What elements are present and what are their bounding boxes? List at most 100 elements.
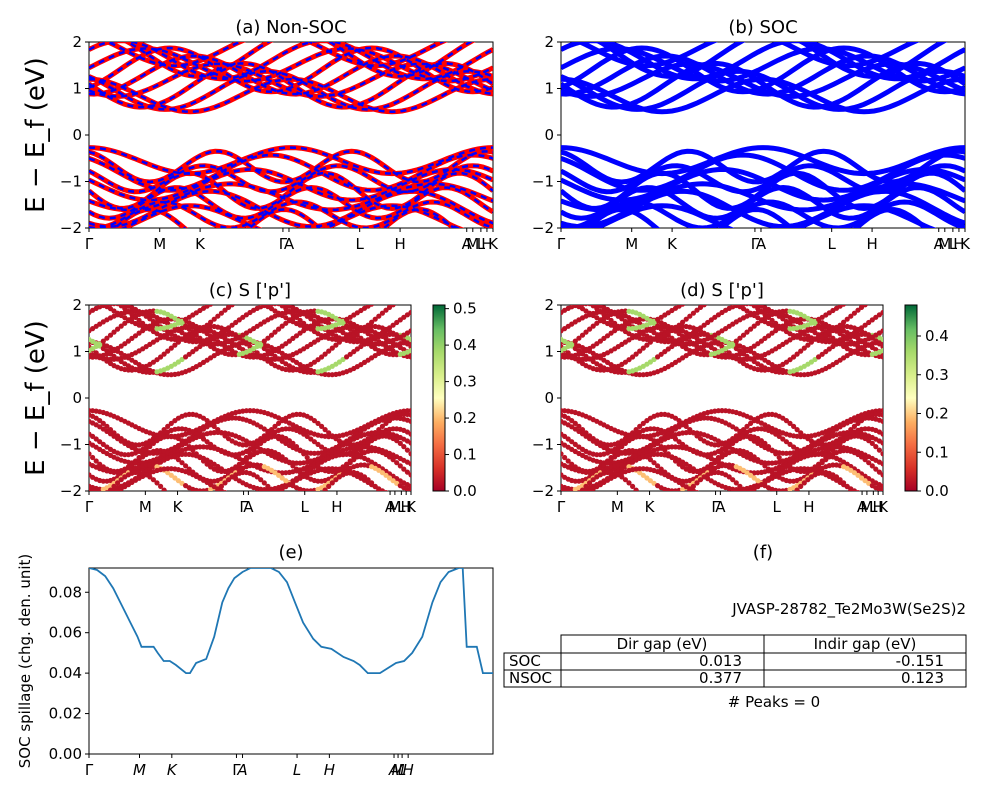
panel-d-xtick-label: A [715,498,726,516]
band-point [344,323,350,329]
band-point [222,490,228,491]
band-point [383,472,389,478]
band-point [90,454,96,461]
band-point [326,430,332,436]
band-point [150,477,156,483]
band-point [852,491,857,496]
panel-e-xtick-label: Γ [232,761,241,779]
band-point [258,440,264,446]
band-point [837,477,843,483]
band-point [125,308,131,314]
band-point [125,338,131,344]
band-point [183,504,188,509]
panel-d-colorbar-label: 0.0 [925,482,949,500]
band-point [644,475,650,481]
band-point [748,495,753,500]
band-point [272,305,278,307]
band-point [290,311,296,317]
band-point [208,305,214,307]
ylabel-top: E − E_f (eV) [21,57,51,213]
band-point [651,356,657,363]
band-point [94,298,99,303]
band-point [404,447,410,453]
band-point [794,487,800,491]
band-point [848,298,853,303]
panel-c-colorbar-label: 0.4 [453,336,477,354]
panel-d-ytick-label: 1 [544,343,554,361]
band-point [361,325,368,331]
band-point [129,311,135,317]
band-point [572,441,578,447]
band-point [243,457,249,463]
band-point [122,320,128,326]
band-point [90,297,95,302]
band-point [104,335,110,341]
peaks-count: # Peaks = 0 [728,693,820,711]
band-point [165,470,171,476]
band-point [397,463,403,469]
band-point [100,420,106,426]
band-point [684,491,689,496]
band-point [801,480,807,486]
band-point [594,320,600,326]
band-point [755,426,761,432]
band-point [715,457,722,463]
band-point [637,491,642,496]
band-point [876,341,883,347]
band-point [640,345,646,351]
band-point [787,420,793,426]
band-point [290,463,296,469]
band-point [744,329,750,335]
band-point [251,462,257,468]
band-point [293,444,300,450]
band-point [751,475,757,481]
band-point [165,348,171,354]
band-point [791,354,797,360]
band-point [783,318,790,325]
band-point [165,372,171,378]
band-point [383,420,389,426]
panel-e-xtick-label: M [392,761,405,779]
band-point [147,316,153,322]
band-point [165,466,171,472]
band-point [200,436,207,442]
band-point [851,433,858,439]
band-point [315,441,321,447]
panel-b-title: (b) SOC [728,17,797,38]
band-point [655,354,661,360]
band-point [194,504,199,509]
band-point [744,423,750,429]
band-point [841,448,847,454]
band-point [100,338,106,344]
band-point [762,440,768,446]
band-line [112,208,456,228]
band-point [858,475,865,481]
panel-d-colorbar-label: 0.1 [925,443,949,461]
band-point [240,442,246,448]
band-point [798,372,804,378]
band-point [630,354,636,360]
band-point [755,457,761,463]
band-point [297,447,303,453]
band-point [676,418,682,424]
band-point [225,325,232,331]
band-point [401,338,407,344]
band-point [136,457,142,463]
band-point [744,470,750,476]
cell-nsoc-indir [763,669,967,688]
band-point [391,294,396,299]
band-point [851,310,858,316]
band-point [583,329,589,335]
band-point [873,411,879,417]
soc-dir-gap: 0.013 [699,652,742,670]
panel-e-xtick-label: L [398,761,406,779]
band-point [583,483,589,489]
band-point [187,505,192,510]
band-point [626,321,632,327]
band-point [712,442,718,448]
panel-c-ytick-label: 0 [72,389,82,407]
panel-c-colorbar-label: 0.5 [453,300,477,318]
band-point [98,305,101,306]
panel-c-xtick-label: Γ [239,498,248,516]
band-point [744,491,749,496]
